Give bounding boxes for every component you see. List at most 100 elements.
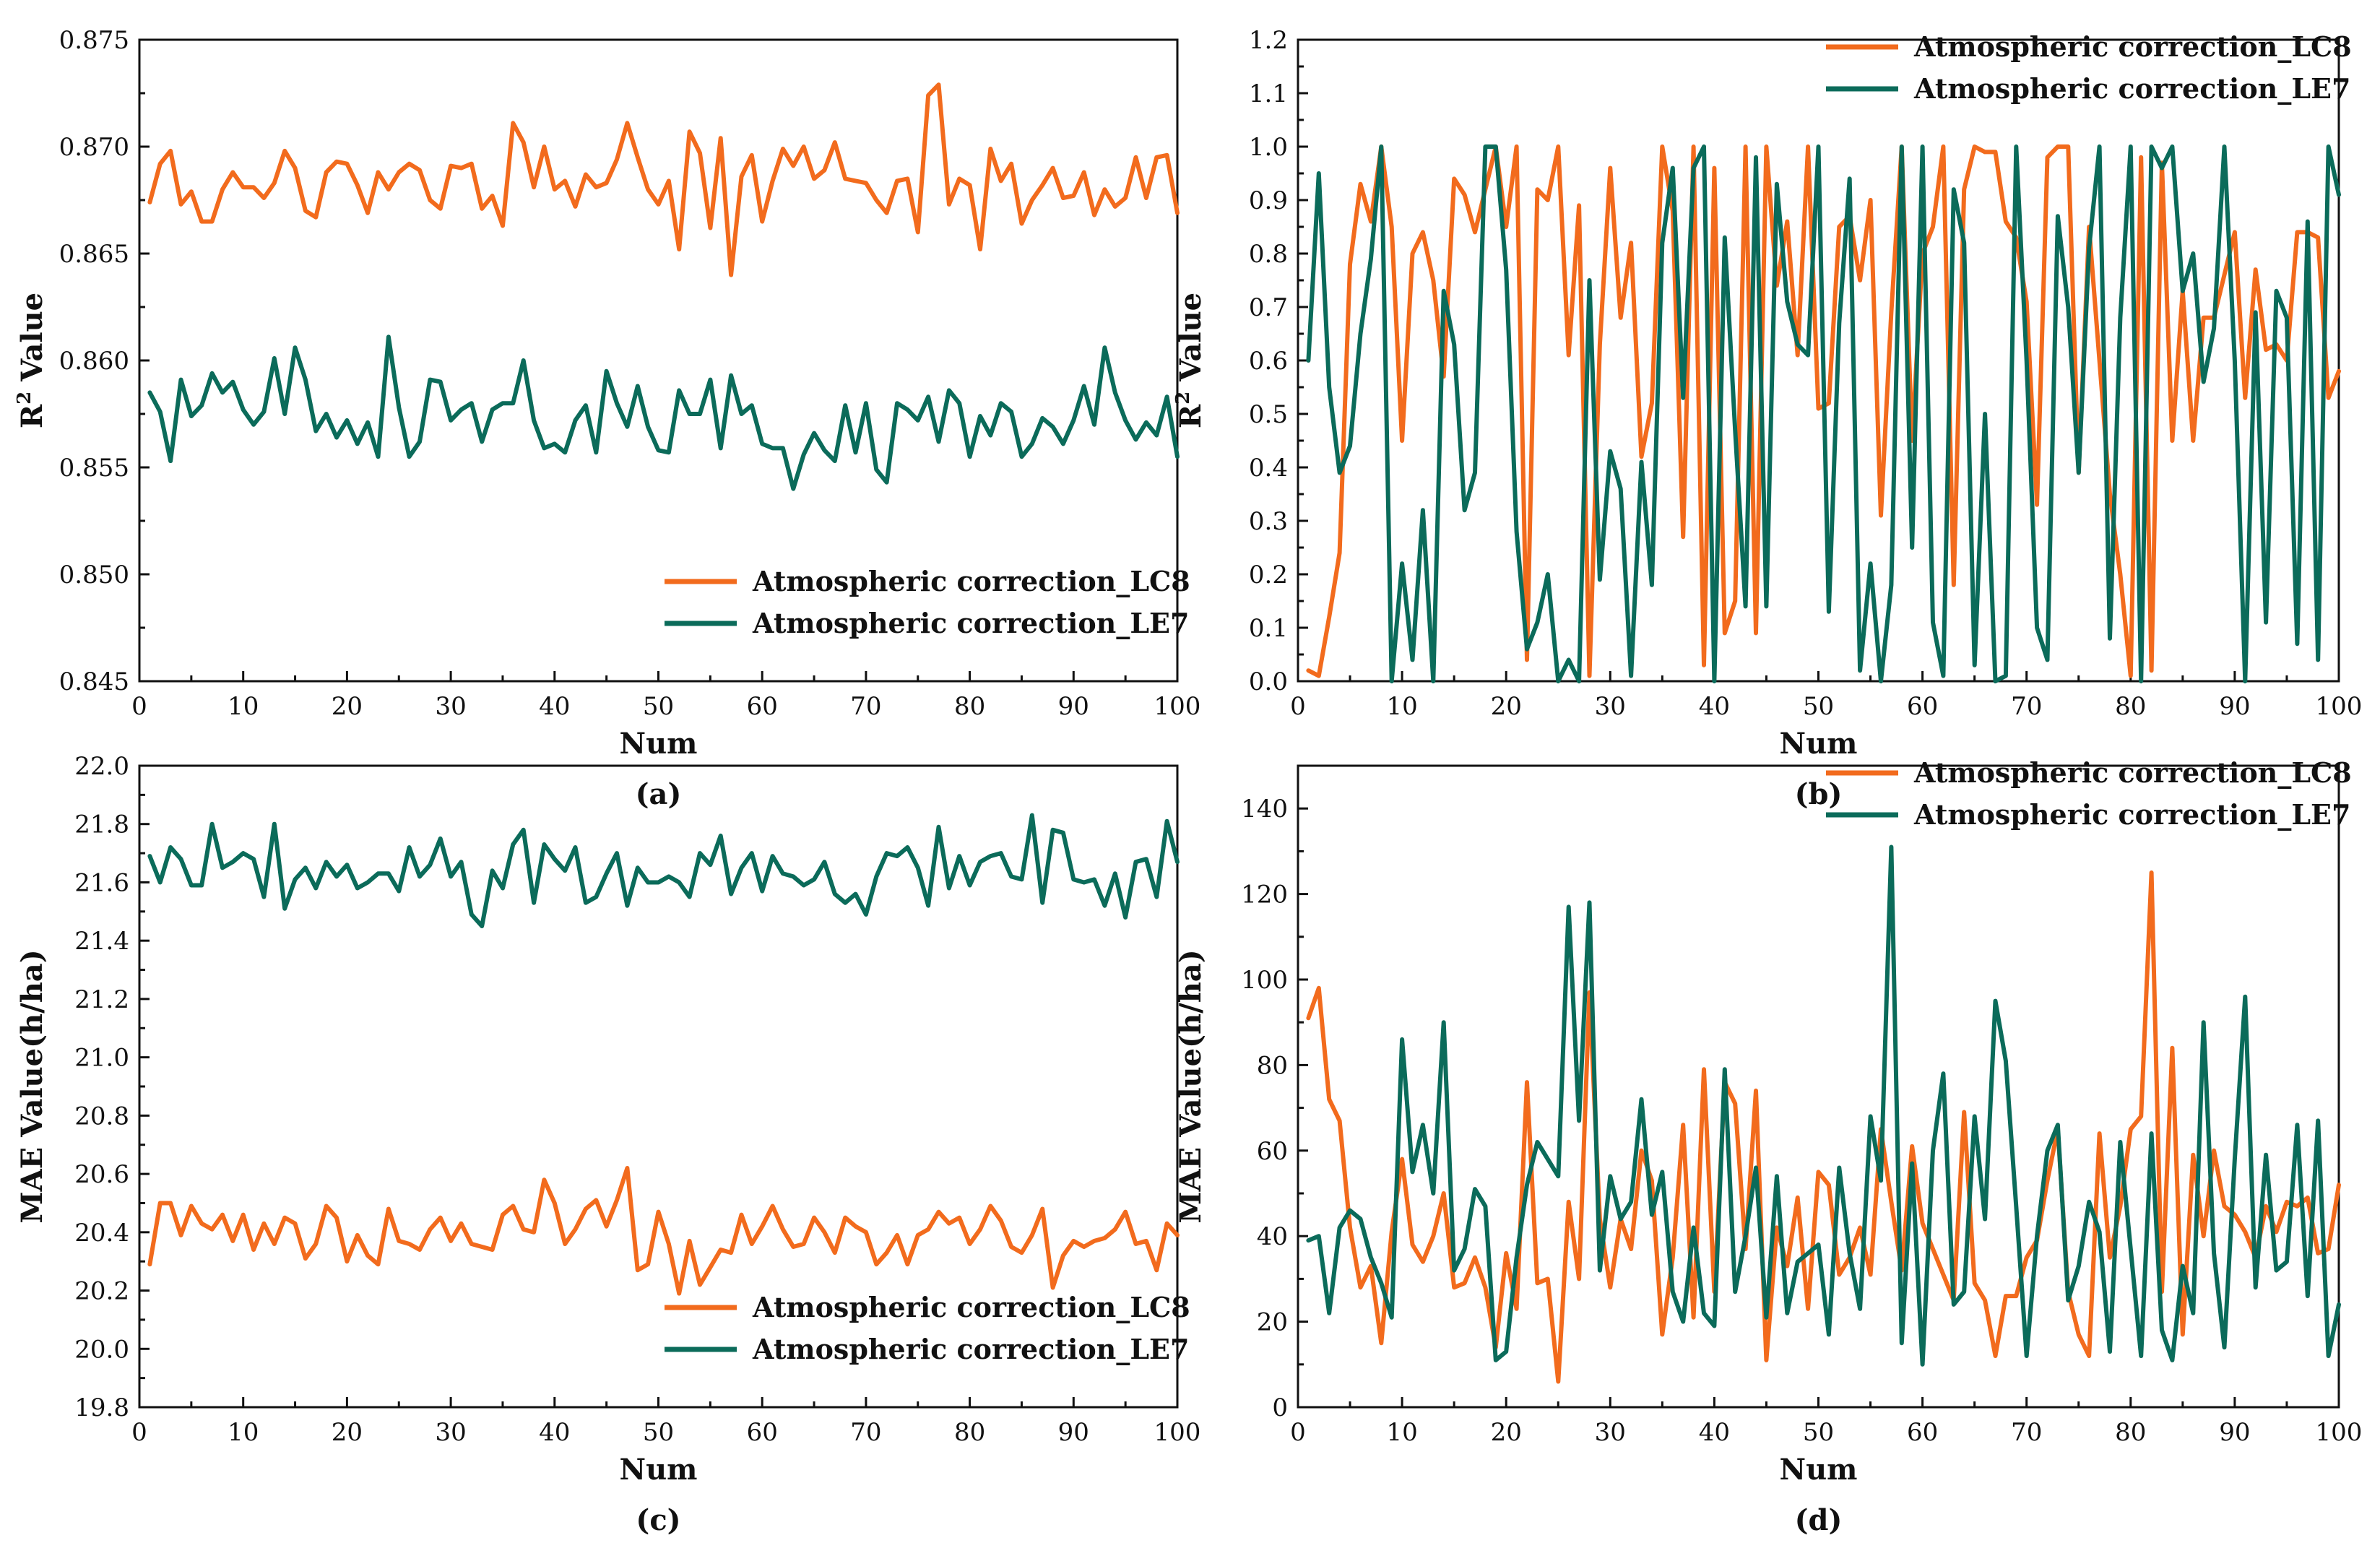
x-tick-label: 40 <box>1699 692 1730 721</box>
y-tick-label: 140 <box>1241 795 1288 824</box>
panel-label: (c) <box>636 1503 680 1537</box>
x-tick-label: 80 <box>954 692 985 721</box>
y-tick-label: 0.845 <box>59 667 129 696</box>
x-tick-label: 50 <box>1803 692 1834 721</box>
series-line-lc8 <box>147 82 1180 277</box>
x-tick-label: 70 <box>2011 1418 2042 1447</box>
x-tick-label: 10 <box>228 1418 259 1447</box>
y-tick-label: 0.870 <box>59 133 129 162</box>
x-tick-label: 70 <box>850 692 881 721</box>
x-tick-label: 90 <box>2219 692 2250 721</box>
y-tick-label: 21.0 <box>74 1044 129 1073</box>
x-tick-label: 40 <box>539 1418 570 1447</box>
y-tick-label: 0.0 <box>1249 667 1288 696</box>
y-axis-title-main: R <box>15 404 49 428</box>
x-tick-label: 100 <box>1154 692 1201 721</box>
x-tick-label: 80 <box>2115 1418 2146 1447</box>
y-tick-label: 1.2 <box>1249 26 1288 55</box>
y-tick-label: 0.875 <box>59 26 129 55</box>
x-tick-label: 100 <box>2316 692 2363 721</box>
x-tick-label: 50 <box>1803 1418 1834 1447</box>
y-axis-title: MAE Value(h/ha) <box>1174 949 1208 1223</box>
x-tick-label: 10 <box>228 692 259 721</box>
x-axis-title: Num <box>620 1453 698 1487</box>
x-tick-label: 70 <box>2011 692 2042 721</box>
y-tick-label: 20.4 <box>74 1219 129 1248</box>
x-tick-label: 100 <box>1154 1418 1201 1447</box>
x-axis-title: Num <box>1780 727 1858 761</box>
y-tick-label: 120 <box>1241 881 1288 909</box>
y-axis-title-main: MAE Value(h/ha) <box>15 949 49 1223</box>
y-tick-label: 0.5 <box>1249 400 1288 429</box>
x-tick-label: 20 <box>1491 1418 1522 1447</box>
x-tick-label: 80 <box>954 1418 985 1447</box>
x-tick-label: 30 <box>1595 692 1626 721</box>
x-tick-label: 100 <box>2316 1418 2363 1447</box>
y-axis-title: R2 Value <box>1172 293 1208 428</box>
y-axis-title: MAE Value(h/ha) <box>15 949 49 1223</box>
panel-label: (d) <box>1795 1503 1843 1537</box>
y-tick-label: 40 <box>1257 1222 1288 1251</box>
x-axis-title: Num <box>620 727 698 761</box>
y-axis-title-sup: 2 <box>1172 392 1194 405</box>
y-tick-label: 20.0 <box>74 1335 129 1364</box>
x-tick-label: 60 <box>747 1418 778 1447</box>
legend-label-lc8: Atmospheric correction_LC8 <box>1913 30 2352 63</box>
y-tick-label: 20 <box>1257 1308 1288 1337</box>
y-tick-label: 22.0 <box>74 752 129 781</box>
legend-label-lc8: Atmospheric correction_LC8 <box>1913 756 2352 789</box>
x-tick-label: 20 <box>1491 692 1522 721</box>
x-tick-label: 90 <box>2219 1418 2250 1447</box>
y-tick-label: 100 <box>1241 966 1288 995</box>
x-tick-label: 50 <box>643 692 674 721</box>
legend-label-le7: Atmospheric correction_LE7 <box>752 1333 1189 1365</box>
series-line-le7 <box>147 334 1180 491</box>
y-tick-label: 0.2 <box>1249 561 1288 589</box>
x-tick-label: 0 <box>131 692 147 721</box>
y-tick-label: 20.6 <box>74 1160 129 1189</box>
x-tick-label: 10 <box>1386 692 1417 721</box>
y-tick-label: 21.8 <box>74 811 129 839</box>
panel-label: (b) <box>1795 777 1843 811</box>
x-tick-label: 60 <box>1907 1418 1938 1447</box>
y-tick-label: 0.8 <box>1249 240 1288 269</box>
chart-panel-3: 0 10 20 30 40 50 60 70 80 90 100 0 20 40 60 80 100 120 140… <box>1174 756 2362 1537</box>
y-tick-label: 80 <box>1257 1051 1288 1080</box>
x-tick-label: 30 <box>435 1418 466 1447</box>
x-tick-label: 20 <box>332 1418 363 1447</box>
y-tick-label: 0.850 <box>59 561 129 589</box>
x-tick-label: 20 <box>332 692 363 721</box>
y-tick-label: 60 <box>1257 1137 1288 1166</box>
y-axis-title: R2 Value <box>14 293 49 428</box>
y-tick-label: 20.2 <box>74 1277 129 1306</box>
x-tick-label: 40 <box>1699 1418 1730 1447</box>
legend-label-le7: Atmospheric correction_LE7 <box>1913 798 2350 831</box>
y-tick-label: 0.865 <box>59 240 129 269</box>
y-tick-label: 19.8 <box>74 1393 129 1422</box>
y-tick-label: 0.860 <box>59 347 129 376</box>
y-tick-label: 0.9 <box>1249 186 1288 215</box>
x-tick-label: 0 <box>131 1418 147 1447</box>
y-tick-label: 1.0 <box>1249 133 1288 162</box>
y-tick-label: 20.8 <box>74 1102 129 1131</box>
x-tick-label: 70 <box>850 1418 881 1447</box>
y-axis-title-sup: 2 <box>14 392 35 405</box>
series-line-le7 <box>1306 144 2341 683</box>
series-line-lc8 <box>147 1166 1180 1296</box>
y-axis-title-main: MAE Value(h/ha) <box>1174 949 1208 1223</box>
legend-label-le7: Atmospheric correction_LE7 <box>752 607 1189 639</box>
x-tick-label: 90 <box>1058 692 1089 721</box>
y-tick-label: 0.855 <box>59 454 129 483</box>
x-tick-label: 10 <box>1386 1418 1417 1447</box>
x-tick-label: 0 <box>1290 692 1306 721</box>
y-tick-label: 0 <box>1272 1393 1288 1422</box>
x-tick-label: 40 <box>539 692 570 721</box>
legend-label-lc8: Atmospheric correction_LC8 <box>752 565 1190 597</box>
y-axis-title-main: R <box>1174 404 1208 428</box>
x-tick-label: 80 <box>2115 692 2146 721</box>
y-tick-label: 0.7 <box>1249 293 1288 322</box>
series-line-le7 <box>1306 844 2341 1367</box>
x-tick-label: 30 <box>435 692 466 721</box>
legend-label-le7: Atmospheric correction_LE7 <box>1913 72 2350 105</box>
